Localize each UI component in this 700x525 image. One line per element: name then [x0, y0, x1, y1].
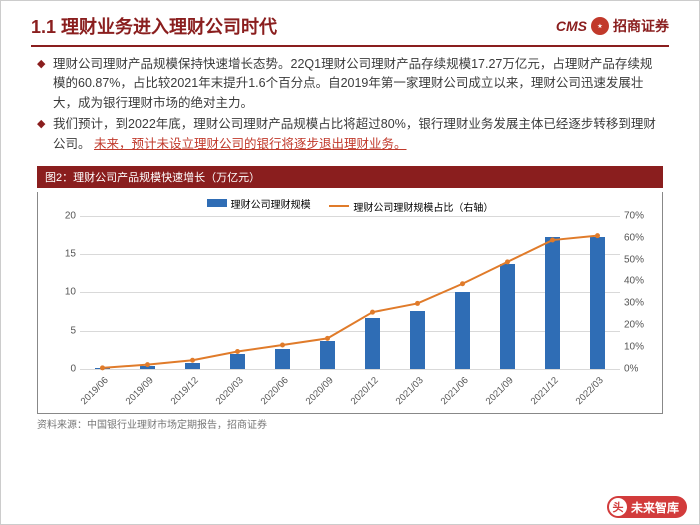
brand-logo-icon: ⭑	[591, 17, 609, 35]
x-label: 2019/06	[78, 375, 110, 407]
y-right-label: 70%	[624, 210, 658, 221]
slide: 1.1 理财业务进入理财公司时代 CMS ⭑ 招商证券 理财公司理财产品规模保持…	[0, 0, 700, 525]
brand-block: CMS ⭑ 招商证券	[556, 16, 669, 36]
y-left-label: 10	[42, 287, 76, 298]
y-right-label: 0%	[624, 363, 658, 374]
legend-bar-label: 理财公司理财规模	[231, 196, 311, 211]
y-right-label: 40%	[624, 276, 658, 287]
brand-name: 招商证券	[613, 16, 669, 36]
legend-bar-swatch-icon	[207, 199, 227, 207]
watermark-text: 未来智库	[631, 499, 679, 516]
x-label: 2021/03	[393, 375, 425, 407]
legend-line-label: 理财公司理财规模占比（右轴）	[353, 199, 493, 214]
legend-line-swatch-icon	[329, 205, 349, 207]
x-label: 2021/06	[438, 375, 470, 407]
line-series	[80, 216, 620, 369]
x-label: 2020/09	[303, 375, 335, 407]
y-left-label: 5	[42, 325, 76, 336]
legend-bar: 理财公司理财规模	[207, 196, 311, 211]
x-label: 2020/06	[258, 375, 290, 407]
legend: 理财公司理财规模 理财公司理财规模占比（右轴）	[38, 196, 662, 214]
page-title: 1.1 理财业务进入理财公司时代	[31, 13, 277, 39]
x-label: 2019/09	[123, 375, 155, 407]
watermark: 头 未来智库	[607, 496, 687, 518]
chart-title-bar: 图2：理财公司产品规模快速增长（万亿元）	[37, 166, 663, 188]
bullet-2: 我们预计，到2022年底，理财公司理财产品规模占比将超过80%，银行理财业务发展…	[37, 115, 663, 154]
body-text: 理财公司理财产品规模保持快速增长态势。22Q1理财公司理财产品存续规模17.27…	[1, 47, 699, 162]
y-right-label: 60%	[624, 232, 658, 243]
x-label: 2022/03	[573, 375, 605, 407]
y-left-label: 20	[42, 210, 76, 221]
x-label: 2021/12	[528, 375, 560, 407]
x-label: 2019/12	[168, 375, 200, 407]
y-right-label: 20%	[624, 320, 658, 331]
bullet-1: 理财公司理财产品规模保持快速增长态势。22Q1理财公司理财产品存续规模17.27…	[37, 55, 663, 113]
grid-line	[80, 369, 620, 370]
chart-area: 理财公司理财规模 理财公司理财规模占比（右轴） 0 5 10 15 20 0% 10% 20%…	[37, 192, 663, 414]
bullet-1-text: 理财公司理财产品规模保持快速增长态势。22Q1理财公司理财产品存续规模17.27…	[53, 57, 652, 110]
plot-area	[80, 216, 620, 369]
y-left-label: 15	[42, 249, 76, 260]
watermark-badge-icon: 头	[609, 498, 627, 516]
y-left-label: 0	[42, 363, 76, 374]
y-right-label: 10%	[624, 342, 658, 353]
cms-text: CMS	[556, 18, 587, 34]
y-right-label: 30%	[624, 298, 658, 309]
source-text: 资料来源：中国银行业理财市场定期报告，招商证券	[37, 416, 663, 431]
y-right-label: 50%	[624, 254, 658, 265]
bullet-2-highlight: 未来，预计未设立理财公司的银行将逐步退出理财业务。	[94, 137, 407, 151]
header: 1.1 理财业务进入理财公司时代 CMS ⭑ 招商证券	[1, 1, 699, 45]
x-label: 2020/12	[348, 375, 380, 407]
x-label: 2020/03	[213, 375, 245, 407]
x-label: 2021/09	[483, 375, 515, 407]
legend-line: 理财公司理财规模占比（右轴）	[329, 199, 493, 214]
